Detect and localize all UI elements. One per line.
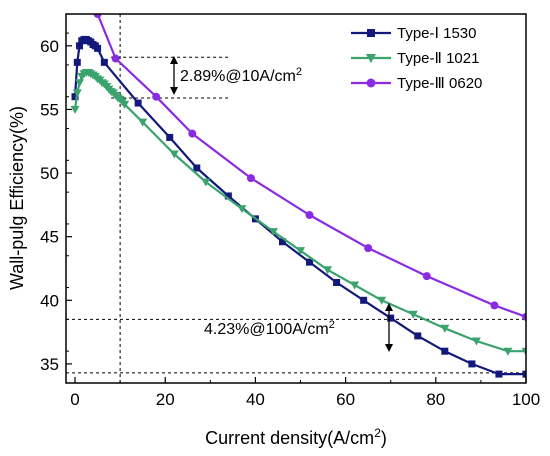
y-tick-label: 35 bbox=[40, 355, 59, 374]
data-point bbox=[490, 301, 499, 310]
series-layer bbox=[70, 14, 526, 378]
legend-label: Type-Ⅰ 1530 bbox=[397, 25, 476, 42]
data-point bbox=[468, 360, 476, 368]
data-point bbox=[72, 89, 82, 98]
data-point bbox=[246, 174, 255, 183]
annotation-label-100: 4.23%@100A/cm2 bbox=[204, 319, 335, 338]
y-tick-label: 40 bbox=[40, 291, 59, 310]
triangle-down-marker-icon bbox=[366, 54, 376, 63]
data-point bbox=[224, 192, 232, 200]
data-point bbox=[93, 14, 102, 18]
data-point bbox=[76, 42, 84, 50]
y-tick-label: 50 bbox=[40, 164, 59, 183]
y-axis-title: Wall-pulg Efficiency(%) bbox=[7, 106, 27, 290]
x-tick-label: 20 bbox=[156, 390, 175, 409]
series-2 bbox=[70, 69, 526, 356]
data-point bbox=[522, 312, 526, 321]
reference-lines bbox=[66, 14, 526, 383]
data-point bbox=[193, 164, 201, 172]
data-point bbox=[138, 118, 148, 127]
data-point bbox=[152, 92, 161, 101]
legend-item-type-2: Type-Ⅱ 1021 bbox=[351, 50, 479, 67]
data-point bbox=[387, 314, 395, 322]
data-point bbox=[440, 324, 450, 333]
x-axis-title: Current density(A/cm2) bbox=[205, 426, 387, 448]
data-point bbox=[360, 296, 368, 304]
data-point bbox=[350, 281, 360, 290]
circle-marker-icon bbox=[366, 78, 376, 88]
annotation-label-10: 2.89%@10A/cm2 bbox=[180, 66, 302, 85]
data-point bbox=[94, 44, 102, 52]
legend-item-type-1: Type-Ⅰ 1530 bbox=[351, 25, 476, 42]
data-point bbox=[441, 347, 449, 355]
arrowhead-up-icon bbox=[385, 303, 393, 311]
data-point bbox=[278, 238, 286, 246]
series-3 bbox=[93, 14, 526, 321]
x-tick-label: 80 bbox=[426, 390, 445, 409]
data-point bbox=[188, 129, 197, 138]
x-tick-label: 40 bbox=[246, 390, 265, 409]
y-tick-label: 55 bbox=[40, 100, 59, 119]
series-1 bbox=[71, 35, 526, 378]
axes: 0 20 40 60 80 100 35 40 45 50 55 60 bbox=[40, 32, 540, 409]
annotation-gap-100: 4.23%@100A/cm2 bbox=[204, 303, 393, 352]
data-point bbox=[75, 79, 85, 88]
data-point bbox=[73, 58, 81, 66]
x-tick-label: 0 bbox=[70, 390, 79, 409]
arrowhead-up-icon bbox=[170, 56, 178, 64]
data-point bbox=[414, 332, 422, 340]
plot-frame bbox=[65, 13, 527, 384]
x-tick-label: 100 bbox=[512, 390, 540, 409]
data-point bbox=[111, 54, 120, 63]
legend-item-type-3: Type-Ⅲ 0620 bbox=[351, 75, 482, 92]
data-point bbox=[120, 100, 130, 109]
data-point bbox=[377, 296, 387, 305]
arrowhead-down-icon bbox=[385, 344, 393, 352]
legend: Type-Ⅰ 1530 Type-Ⅱ 1021 Type-Ⅲ 0620 bbox=[346, 18, 522, 102]
square-marker-icon bbox=[367, 29, 375, 37]
data-point bbox=[306, 258, 314, 266]
data-point bbox=[169, 150, 179, 159]
series-line bbox=[96, 14, 526, 318]
data-point bbox=[71, 93, 79, 101]
data-point bbox=[503, 347, 513, 356]
data-point bbox=[100, 58, 108, 66]
legend-label: Type-Ⅱ 1021 bbox=[397, 50, 479, 67]
y-tick-label: 60 bbox=[40, 37, 59, 56]
data-point bbox=[364, 244, 373, 253]
data-point bbox=[201, 178, 211, 187]
data-point bbox=[296, 247, 306, 256]
x-tick-label: 60 bbox=[336, 390, 355, 409]
data-point bbox=[166, 133, 174, 141]
data-point bbox=[134, 99, 142, 107]
data-point bbox=[522, 370, 526, 378]
arrowhead-down-icon bbox=[170, 87, 178, 95]
data-point bbox=[333, 278, 341, 286]
y-tick-label: 45 bbox=[40, 228, 59, 247]
data-point bbox=[521, 347, 526, 356]
data-point bbox=[268, 228, 278, 237]
legend-label: Type-Ⅲ 0620 bbox=[397, 75, 482, 92]
series-line bbox=[73, 71, 526, 353]
data-point bbox=[422, 272, 431, 281]
annotation-gap-10: 2.89%@10A/cm2 bbox=[170, 56, 302, 95]
data-point bbox=[495, 370, 503, 378]
data-point bbox=[323, 266, 333, 275]
data-point bbox=[70, 105, 80, 114]
data-point bbox=[471, 337, 481, 346]
data-point bbox=[408, 310, 418, 319]
data-point bbox=[305, 211, 314, 220]
data-point bbox=[237, 205, 247, 214]
